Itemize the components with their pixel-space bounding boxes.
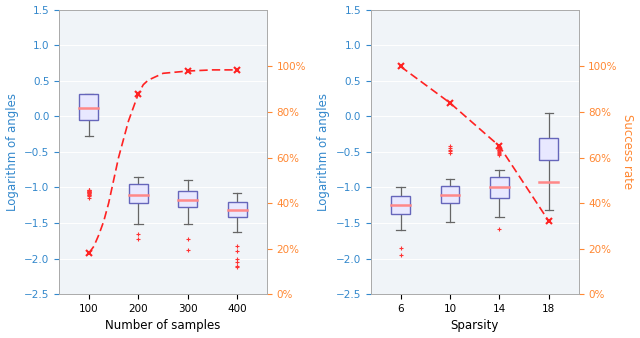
X-axis label: Number of samples: Number of samples [106, 319, 221, 333]
X-axis label: Sparsity: Sparsity [451, 319, 499, 333]
Bar [440, 186, 460, 203]
Y-axis label: Success rate: Success rate [621, 114, 634, 189]
Bar [79, 94, 99, 120]
Y-axis label: Logarithm of angles: Logarithm of angles [317, 93, 330, 211]
Bar [228, 202, 246, 217]
Bar [129, 184, 148, 203]
Bar [179, 191, 197, 207]
Bar [490, 177, 509, 198]
Y-axis label: Logarithm of angles: Logarithm of angles [6, 93, 19, 211]
Bar [391, 196, 410, 215]
Bar [540, 138, 558, 161]
